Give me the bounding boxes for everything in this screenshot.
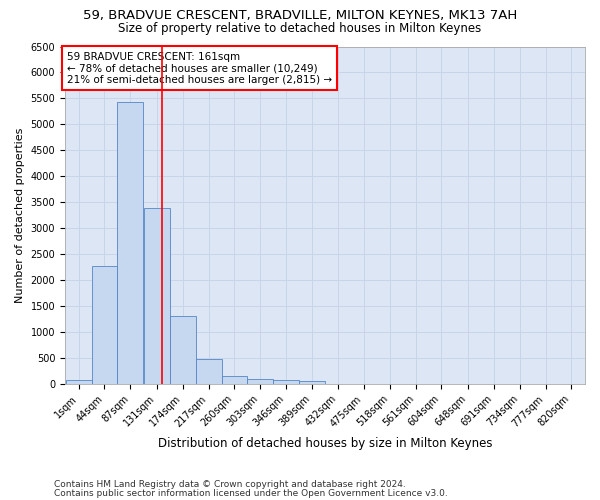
Text: 59, BRADVUE CRESCENT, BRADVILLE, MILTON KEYNES, MK13 7AH: 59, BRADVUE CRESCENT, BRADVILLE, MILTON … <box>83 9 517 22</box>
Bar <box>247 380 273 384</box>
Bar <box>196 359 221 384</box>
Text: Contains HM Land Registry data © Crown copyright and database right 2024.: Contains HM Land Registry data © Crown c… <box>54 480 406 489</box>
Text: 59 BRADVUE CRESCENT: 161sqm
← 78% of detached houses are smaller (10,249)
21% of: 59 BRADVUE CRESCENT: 161sqm ← 78% of det… <box>67 52 332 85</box>
Y-axis label: Number of detached properties: Number of detached properties <box>15 128 25 303</box>
X-axis label: Distribution of detached houses by size in Milton Keynes: Distribution of detached houses by size … <box>158 437 492 450</box>
Bar <box>118 102 143 384</box>
Bar <box>65 380 92 384</box>
Bar <box>144 208 170 384</box>
Text: Size of property relative to detached houses in Milton Keynes: Size of property relative to detached ho… <box>118 22 482 35</box>
Bar <box>92 266 118 384</box>
Bar <box>299 382 325 384</box>
Bar <box>221 376 247 384</box>
Text: Contains public sector information licensed under the Open Government Licence v3: Contains public sector information licen… <box>54 489 448 498</box>
Bar <box>170 316 196 384</box>
Bar <box>273 380 299 384</box>
